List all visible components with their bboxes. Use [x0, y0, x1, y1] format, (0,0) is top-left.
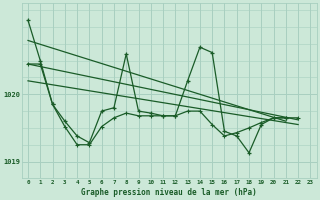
- X-axis label: Graphe pression niveau de la mer (hPa): Graphe pression niveau de la mer (hPa): [81, 188, 257, 197]
